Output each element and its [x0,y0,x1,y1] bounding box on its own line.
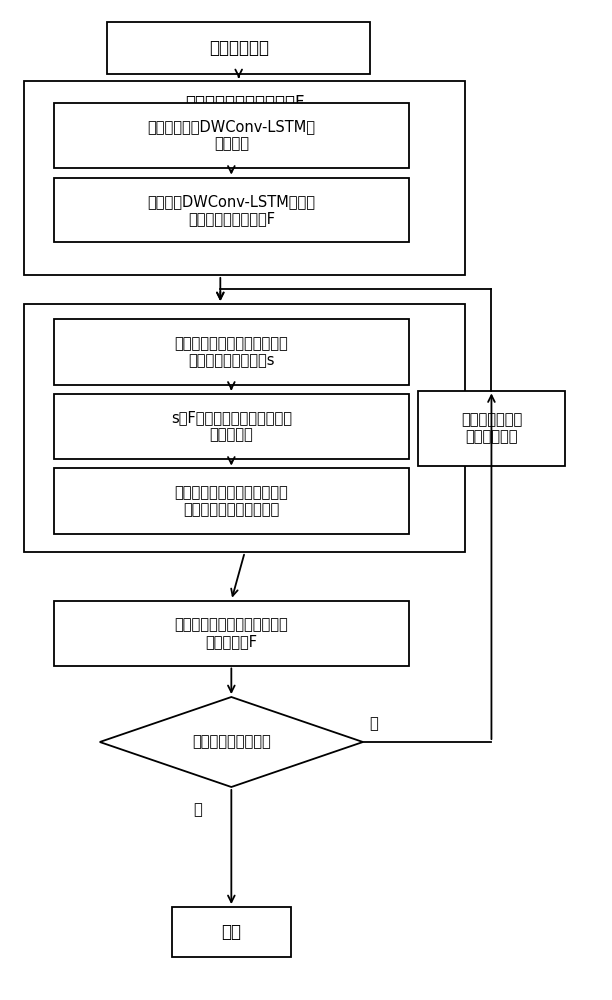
FancyBboxPatch shape [418,391,565,466]
Text: 获取视频当前帧中搜索图片对
应的多尺度特征集合s: 获取视频当前帧中搜索图片对 应的多尺度特征集合s [174,336,288,368]
Text: 结束: 结束 [222,923,241,941]
Text: 搭建跟踪模型: 搭建跟踪模型 [209,39,269,57]
Text: 记忆单元DWConv-LSTM进行计
算输出目标模板特征F: 记忆单元DWConv-LSTM进行计 算输出目标模板特征F [147,194,315,226]
FancyBboxPatch shape [54,103,409,167]
Text: 否: 否 [193,802,202,817]
Text: 获取初始的目标模板特征F: 获取初始的目标模板特征F [185,94,305,112]
FancyBboxPatch shape [171,907,291,957]
FancyBboxPatch shape [54,178,409,242]
FancyBboxPatch shape [54,468,409,534]
FancyBboxPatch shape [54,319,409,384]
Text: s与F进行交叉相关运算获取相
似性得分图: s与F进行交叉相关运算获取相 似性得分图 [171,410,292,442]
Text: 视频是否存在下一帧: 视频是否存在下一帧 [192,734,271,750]
FancyBboxPatch shape [24,304,465,552]
Text: 根据相似性得分图获取跟踪目
标在当前帧中的位置区域: 根据相似性得分图获取跟踪目 标在当前帧中的位置区域 [174,485,288,517]
Polygon shape [100,697,363,787]
FancyBboxPatch shape [107,22,370,74]
Text: 获取视频当前帧中目标所在位置: 获取视频当前帧中目标所在位置 [175,317,315,335]
Text: 获取记忆单元DWConv-LSTM初
始输入值: 获取记忆单元DWConv-LSTM初 始输入值 [147,119,315,151]
FancyBboxPatch shape [24,81,465,275]
FancyBboxPatch shape [54,393,409,458]
FancyBboxPatch shape [54,600,409,666]
Text: 是: 是 [369,716,378,732]
Text: 使用检测出的目标区域更新目
标模板特征F: 使用检测出的目标区域更新目 标模板特征F [174,617,288,649]
Text: 读取视频的下一
帧作为当前帧: 读取视频的下一 帧作为当前帧 [461,412,522,444]
